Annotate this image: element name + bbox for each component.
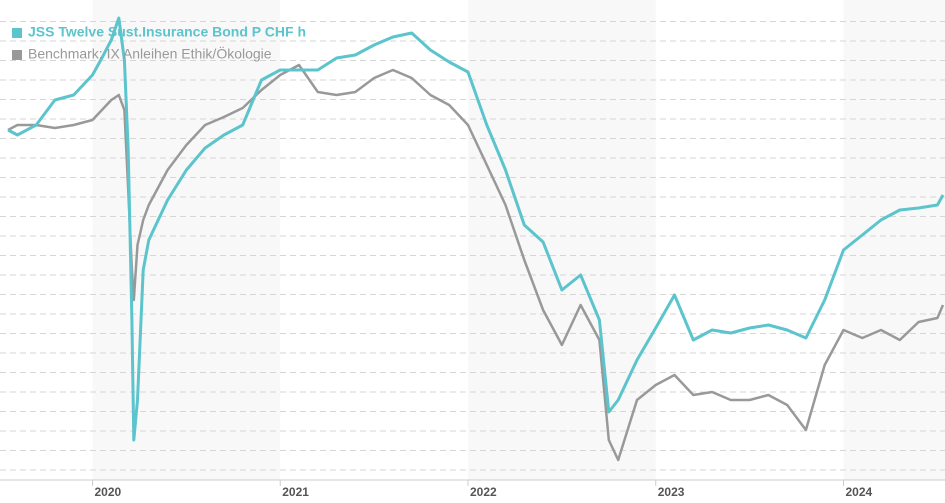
series-line <box>7 16 945 442</box>
x-tick-label: 2021 <box>282 485 309 499</box>
legend-swatch <box>12 50 22 60</box>
x-tick-label: 2022 <box>470 485 497 499</box>
x-tick-label: 2023 <box>658 485 685 499</box>
year-band <box>92 0 281 480</box>
year-band <box>467 0 656 480</box>
legend-swatch <box>12 28 22 38</box>
year-band <box>843 0 945 480</box>
x-tick-label: 2020 <box>94 485 121 499</box>
legend-label: Benchmark: IX Anleihen Ethik/Ökologie <box>28 45 272 62</box>
x-tick-label: 2024 <box>845 485 872 499</box>
legend-label: JSS Twelve Sust.Insurance Bond P CHF h <box>28 24 306 40</box>
